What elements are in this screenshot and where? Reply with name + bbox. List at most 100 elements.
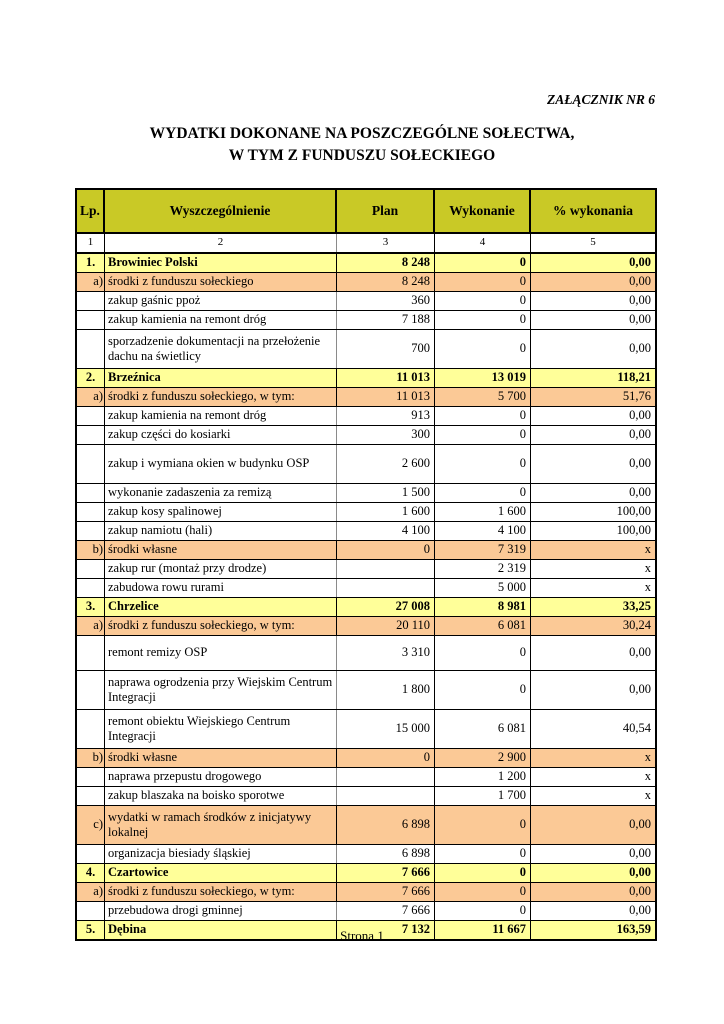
plan-cell: 0	[337, 749, 435, 767]
pct-cell: 0,00	[629, 274, 651, 289]
attachment-label: ZAŁĄCZNIK NR 6	[546, 92, 655, 107]
plan-cell: 27 008	[337, 598, 435, 616]
plan-cell: 1 600	[337, 503, 435, 521]
plan-cell: 2 600	[337, 445, 435, 483]
header-cell-wykonanie: Wykonanie	[435, 190, 531, 232]
plan-cell: 1 800	[337, 671, 435, 709]
wyk-cell: 0	[435, 484, 531, 502]
desc-cell: Chrzelice	[105, 598, 337, 616]
plan-cell	[337, 579, 435, 597]
lp-cell	[77, 311, 105, 329]
pct-cell: 0,00	[629, 255, 651, 270]
wyk-cell: 0	[435, 806, 531, 844]
wyk-cell: 11 667	[435, 921, 531, 939]
plan-cell	[337, 768, 435, 786]
wyk-cell: 0	[435, 445, 531, 483]
wyk-cell: 13 019	[435, 369, 531, 387]
plan-cell: 4 100	[337, 522, 435, 540]
pct-cell: 40,54	[622, 721, 651, 736]
wyk-cell: 0	[435, 902, 531, 920]
table-body: 1. Browiniec Polski 8 248 0 0,00 a) środki z f…	[77, 254, 655, 939]
plan-cell: 11 013	[337, 388, 435, 406]
wyk-cell: 0	[435, 273, 531, 291]
desc-cell: środki z funduszu sołeckiego	[105, 273, 337, 291]
table-row: a) środki z funduszu sołeckiego, w tym: 7 …	[77, 883, 655, 902]
desc-cell: remont remizy OSP	[105, 636, 337, 670]
lp-cell: a)	[77, 617, 105, 635]
plan-cell: 8 248	[337, 254, 435, 272]
table-row: a) środki z funduszu sołeckiego 8 248 0 0,00	[77, 273, 655, 292]
desc-cell: zakup namiotu (hali)	[105, 522, 337, 540]
desc-cell: zakup kamienia na remont dróg	[105, 407, 337, 425]
desc-cell: zakup blaszaka na boisko sporotwe	[105, 787, 337, 805]
desc-cell: środki z funduszu sołeckiego, w tym:	[105, 617, 337, 635]
wyk-cell: 5 700	[435, 388, 531, 406]
pct-cell: 100,00	[616, 523, 651, 538]
pct-cell: 0,00	[629, 312, 651, 327]
header-cell-pct: % wykonania	[553, 202, 633, 218]
lp-cell: c)	[77, 806, 105, 844]
wyk-cell: 0	[435, 845, 531, 863]
wyk-cell: 0	[435, 292, 531, 310]
lp-cell	[77, 407, 105, 425]
column-number-cell: 4	[435, 234, 531, 252]
table-row: b) środki własne 0 7 319 x	[77, 541, 655, 560]
pct-cell: 0,00	[629, 485, 651, 500]
table-row: a) środki z funduszu sołeckiego, w tym: 11…	[77, 388, 655, 407]
lp-cell	[77, 902, 105, 920]
pct-cell: 33,25	[622, 599, 651, 614]
plan-cell: 7 666	[337, 864, 435, 882]
table-row: remont remizy OSP 3 310 0 0,00	[77, 636, 655, 671]
lp-cell: a)	[77, 883, 105, 901]
plan-cell: 3 310	[337, 636, 435, 670]
wyk-cell: 1 200	[435, 768, 531, 786]
desc-cell: środki z funduszu sołeckiego, w tym:	[105, 883, 337, 901]
pct-cell: x	[644, 561, 651, 576]
desc-cell: środki własne	[105, 541, 337, 559]
table-row: c) wydatki w ramach środków z inicjatywy …	[77, 806, 655, 845]
lp-cell	[77, 292, 105, 310]
plan-cell: 700	[337, 330, 435, 368]
lp-cell	[77, 787, 105, 805]
lp-cell	[77, 445, 105, 483]
pct-cell: 0,00	[629, 817, 651, 832]
pct-cell: 0,00	[629, 846, 651, 861]
desc-cell: środki własne	[105, 749, 337, 767]
table-row: zakup kamienia na remont dróg 7 188 0 0,00	[77, 311, 655, 330]
page-title: WYDATKI DOKONANE NA POSZCZEGÓLNE SOŁECTW…	[0, 123, 724, 168]
pct-cell: x	[644, 750, 651, 765]
pct-cell: 0,00	[629, 903, 651, 918]
column-number-cell: 1	[77, 234, 105, 252]
lp-cell: 4.	[77, 864, 105, 882]
plan-cell: 15 000	[337, 710, 435, 748]
pct-cell: 30,24	[622, 618, 651, 633]
page-title-line1: WYDATKI DOKONANE NA POSZCZEGÓLNE SOŁECTW…	[149, 125, 575, 142]
wyk-cell: 0	[435, 254, 531, 272]
page-footer: Strona 1	[340, 928, 384, 943]
table-row: 1. Browiniec Polski 8 248 0 0,00	[77, 254, 655, 273]
desc-cell: naprawa przepustu drogowego	[105, 768, 337, 786]
wyk-cell: 1 700	[435, 787, 531, 805]
table-row: naprawa ogrodzenia przy Wiejskim Centrum…	[77, 671, 655, 710]
table-row: organizacja biesiady śląskiej 6 898 0 0,00	[77, 845, 655, 864]
lp-cell: a)	[77, 388, 105, 406]
lp-cell: a)	[77, 273, 105, 291]
lp-cell	[77, 671, 105, 709]
wyk-cell: 0	[435, 330, 531, 368]
desc-cell: remont obiektu Wiejskiego Centrum Integr…	[105, 710, 337, 748]
lp-cell	[77, 579, 105, 597]
plan-cell: 7 132	[337, 921, 435, 939]
table-row: zabudowa rowu rurami 5 000 x	[77, 579, 655, 598]
table-row: zakup kosy spalinowej 1 600 1 600 100,00	[77, 503, 655, 522]
table-header-row: Lp. Wyszczególnienie Plan Wykonanie % wy…	[77, 190, 655, 234]
table-row: zakup rur (montaż przy drodze) 2 319 x	[77, 560, 655, 579]
table-row: zakup kamienia na remont dróg 913 0 0,00	[77, 407, 655, 426]
table-row: zakup namiotu (hali) 4 100 4 100 100,00	[77, 522, 655, 541]
lp-cell	[77, 426, 105, 444]
plan-cell	[337, 787, 435, 805]
lp-cell: b)	[77, 541, 105, 559]
wyk-cell: 0	[435, 311, 531, 329]
header-cell-lp: Lp.	[77, 190, 105, 232]
pct-cell: 0,00	[629, 293, 651, 308]
lp-cell	[77, 503, 105, 521]
